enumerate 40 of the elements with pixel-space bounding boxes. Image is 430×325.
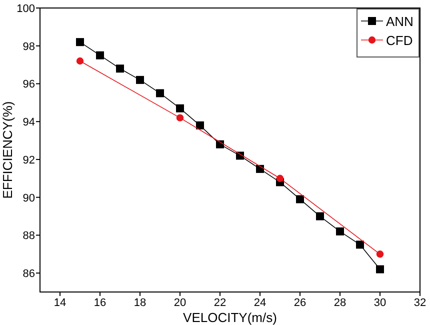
point — [76, 38, 84, 46]
x-tick-label: 30 — [374, 297, 386, 309]
point — [76, 57, 84, 65]
point — [196, 121, 204, 130]
y-axis-title: EFFICIENCY(%) — [0, 101, 15, 199]
x-tick-label: 28 — [334, 297, 346, 309]
y-tick-label: 90 — [22, 192, 35, 204]
point — [136, 76, 144, 84]
point — [336, 227, 344, 236]
y-tick-label: 92 — [22, 154, 35, 166]
legend-label: ANN — [386, 14, 414, 29]
x-tick-label: 22 — [214, 297, 226, 309]
y-tick-label: 94 — [22, 116, 35, 129]
point — [376, 250, 384, 258]
point — [96, 51, 104, 60]
y-tick-label: 86 — [22, 268, 35, 280]
point — [176, 114, 184, 122]
point — [216, 140, 224, 148]
y-tick-label: 100 — [16, 3, 35, 15]
point — [276, 174, 284, 182]
y-tick-label: 88 — [22, 230, 35, 242]
x-tick-label: 18 — [134, 297, 146, 309]
x-tick-label: 14 — [54, 297, 66, 309]
point — [116, 64, 124, 73]
y-tick-label: 96 — [22, 78, 35, 91]
x-tick-label: 24 — [254, 297, 266, 309]
x-tick-label: 32 — [414, 297, 426, 309]
point — [296, 195, 304, 204]
point — [156, 89, 164, 98]
point — [316, 212, 324, 220]
x-tick-label: 26 — [294, 297, 306, 309]
x-tick-label: 16 — [94, 297, 106, 309]
point — [376, 265, 384, 274]
point — [356, 240, 364, 249]
x-tick-label: 20 — [174, 297, 186, 309]
point — [256, 164, 264, 173]
legend-label: CFD — [386, 33, 413, 48]
point — [176, 104, 184, 112]
x-axis-title: VELOCITY(m/s) — [183, 310, 277, 325]
y-tick-label: 98 — [22, 40, 35, 53]
